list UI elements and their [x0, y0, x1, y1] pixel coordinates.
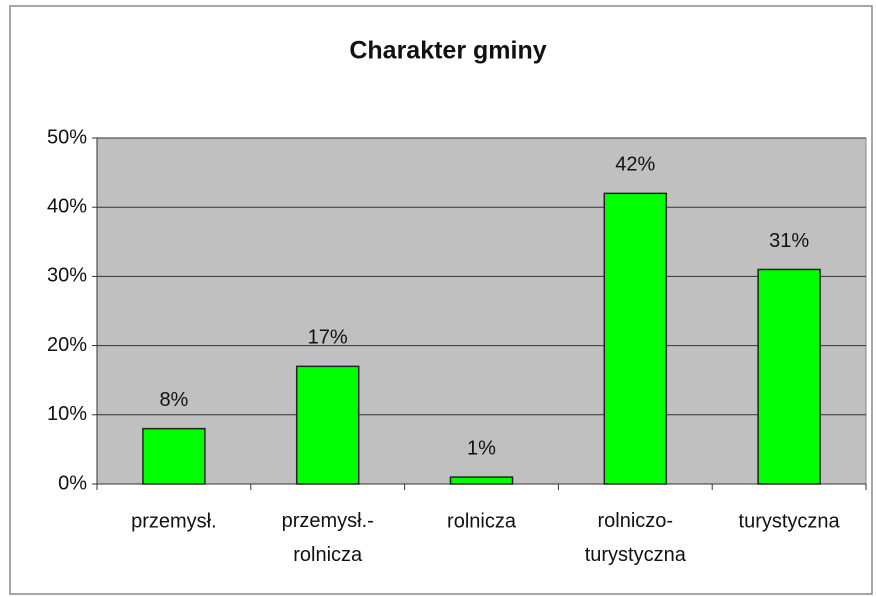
y-tick-label: 50% [47, 126, 87, 148]
x-tick-label: rolnicza [447, 510, 517, 532]
data-label: 1% [467, 437, 496, 459]
data-label: 17% [308, 327, 348, 349]
y-tick-label: 30% [47, 265, 87, 287]
y-tick-label: 10% [47, 403, 87, 425]
x-tick-label: przemysł. [131, 510, 217, 532]
y-tick-label: 20% [47, 334, 87, 356]
bar [603, 192, 668, 485]
bar [142, 427, 206, 485]
x-tick-label: rolniczo-turystyczna [585, 510, 687, 566]
plot-area [96, 137, 867, 485]
y-tick-label: 0% [58, 472, 87, 494]
bar [757, 268, 821, 485]
bar [449, 476, 514, 485]
bar [295, 365, 360, 485]
data-label: 8% [159, 389, 188, 411]
data-label: 42% [615, 154, 655, 176]
x-tick-label: turystyczna [739, 510, 841, 532]
chart-title: Charakter gminy [349, 37, 546, 65]
y-tick-label: 40% [47, 195, 87, 217]
data-label: 31% [769, 230, 809, 252]
x-tick-label: przemysł.-rolnicza [282, 510, 374, 566]
